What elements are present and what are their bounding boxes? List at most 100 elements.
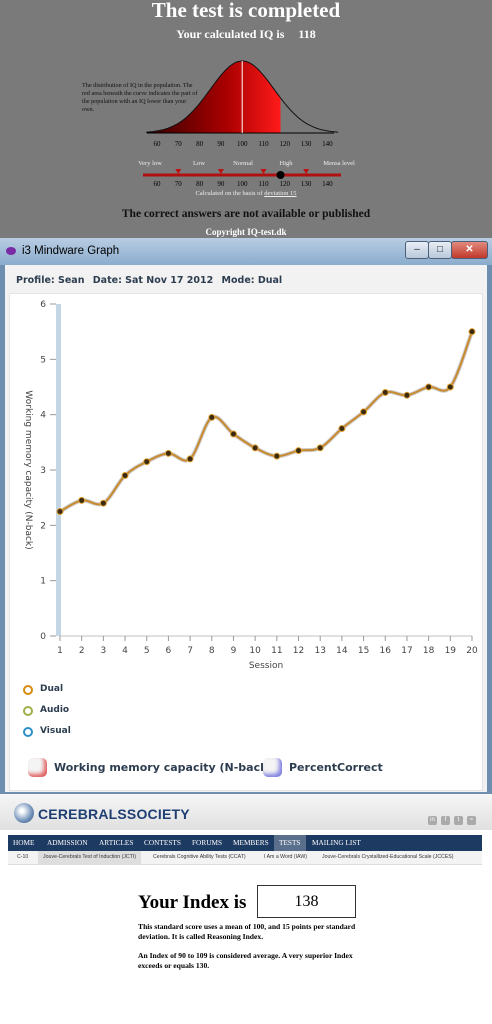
x-tick-label: 2 [79, 646, 85, 656]
legend-series-wm[interactable]: Working memory capacity (N-back) [28, 758, 273, 777]
x-tick-label: 8 [209, 646, 215, 656]
maximize-button[interactable]: □ [428, 241, 452, 259]
iq-note-prefix: Calculated on the basis of [195, 190, 263, 197]
close-button[interactable]: ✕ [451, 241, 488, 259]
data-point [403, 391, 411, 399]
iq-tick-label: 140 [322, 180, 333, 188]
iq-scale-label: Normal [233, 160, 253, 167]
nav-contests[interactable]: CONTESTS [144, 838, 181, 847]
subnav-c10[interactable]: C-10 [17, 854, 29, 860]
subnav-jcces[interactable]: Jouve-Cerebrals Crystallized-Educational… [322, 854, 454, 860]
y-tick-label: 6 [40, 300, 46, 310]
tests-subnav: C-10 Jouve-Cerebrals Test of Induction (… [8, 851, 482, 865]
data-point [338, 425, 346, 432]
legend-mode-audio[interactable]: Audio [23, 705, 70, 716]
scale-divider-marker [260, 169, 267, 174]
iq-result-panel: The test is completed Your calculated IQ… [0, 0, 492, 238]
legend-mode-visual[interactable]: Visual [23, 726, 71, 737]
x-tick-label: 4 [122, 646, 128, 656]
x-tick-label: 1 [57, 646, 63, 656]
data-point [186, 455, 194, 463]
index-label: Your Index is [138, 892, 247, 913]
legend-series-label: PercentCorrect [289, 761, 383, 774]
correct-answers-notice: The correct answers are not available or… [121, 208, 371, 220]
deviation-link[interactable]: deviation 15 [264, 190, 297, 197]
nav-forums[interactable]: FORUMS [192, 838, 223, 847]
facebook-icon[interactable]: f [441, 816, 450, 825]
nav-members[interactable]: MEMBERS [233, 838, 269, 847]
iq-tick-label: 80 [196, 140, 204, 148]
globe-logo-icon [14, 803, 34, 823]
linkedin-icon[interactable]: in [428, 816, 437, 825]
visual-dot-icon [23, 727, 33, 737]
minimize-button[interactable]: – [405, 241, 429, 259]
nav-tests[interactable]: TESTS [274, 835, 306, 851]
legend-mode-label: Audio [40, 705, 70, 715]
y-tick-label: 3 [40, 466, 46, 476]
subnav-ccat[interactable]: Cerebrals Cognitive Ability Tests (CCAT) [153, 854, 246, 860]
iq-score-marker [276, 171, 285, 179]
iq-tick-label: 120 [280, 140, 291, 148]
dual-dot-icon [23, 685, 33, 695]
x-tick-label: 20 [466, 646, 478, 656]
x-tick-label: 11 [271, 646, 282, 656]
data-point [295, 447, 303, 455]
rss-icon[interactable]: ≈ [467, 816, 476, 825]
chart-container: 0 1 2 3 4 5 6 1 2 3 4 5 6 7 8 9 10 11 12 13 14 15 16 17 18 19 20 Se… [9, 293, 483, 791]
data-point [381, 389, 389, 397]
subnav-iaw[interactable]: I Am a Word (IAW) [264, 854, 307, 860]
data-point [208, 413, 216, 421]
scale-divider-marker [175, 169, 182, 174]
iq-score-line: Your calculated IQ is 118 [0, 27, 492, 42]
data-point [316, 444, 324, 452]
site-logo[interactable]: CEREBRALSSOCIETY [38, 806, 190, 822]
data-point [121, 472, 129, 480]
window-titlebar[interactable]: i3 Mindware Graph – □ ✕ [0, 238, 492, 265]
y-tick-label: 4 [40, 411, 46, 421]
x-tick-label: 16 [380, 646, 392, 656]
y-tick-label: 0 [40, 632, 46, 642]
x-tick-label: 15 [358, 646, 369, 656]
data-point [99, 499, 107, 507]
x-tick-label: 10 [249, 646, 261, 656]
x-tick-label: 18 [423, 646, 435, 656]
main-nav: HOME ADMISSION ARTICLES CONTESTS FORUMS … [8, 835, 482, 851]
iq-tick-label: 90 [217, 140, 225, 148]
subnav-jcti[interactable]: Jouve-Cerebrals Test of Induction (JCTI) [38, 851, 142, 864]
iq-tick-label: 80 [196, 180, 204, 188]
iq-scale-labels: Very low Low Normal High Mensa level [138, 160, 355, 174]
nav-admission[interactable]: ADMISSION [47, 838, 88, 847]
nav-articles[interactable]: ARTICLES [99, 838, 134, 847]
scale-divider-marker [217, 169, 224, 174]
legend-series-percent[interactable]: PercentCorrect [263, 758, 383, 777]
iq-tick-label: 140 [322, 140, 333, 148]
series-swatch-icon [28, 758, 47, 777]
iq-score-label: Your calculated IQ is [176, 27, 285, 41]
x-tick-label: 12 [293, 646, 304, 656]
data-point [143, 458, 151, 466]
iq-tick-label: 130 [301, 140, 312, 148]
x-tick-label: 13 [314, 646, 325, 656]
iq-tick-label: 90 [217, 180, 225, 188]
iq-score-value: 118 [298, 27, 316, 41]
x-tick-label: 7 [187, 646, 193, 656]
data-point [468, 328, 476, 336]
legend-series-label: Working memory capacity (N-back) [54, 761, 273, 774]
data-point [78, 496, 86, 504]
twitter-icon[interactable]: t [454, 816, 463, 825]
iq-tick-label: 60 [154, 180, 162, 188]
x-tick-label: 6 [166, 646, 172, 656]
nav-mailing-list[interactable]: MAILING LIST [312, 838, 361, 847]
series-line-shadow [59, 330, 474, 514]
iq-tick-label: 100 [237, 180, 248, 188]
iq-title: The test is completed [151, 0, 341, 22]
nav-home[interactable]: HOME [13, 838, 35, 847]
iq-scale-label: High [280, 160, 294, 167]
y-axis-label: Working memory capacity (N-back) [23, 390, 33, 549]
data-point [56, 508, 64, 515]
y-tick-label: 1 [40, 577, 46, 587]
legend-mode-dual[interactable]: Dual [23, 684, 63, 695]
x-tick-label: 3 [101, 646, 107, 656]
data-point [446, 383, 454, 391]
